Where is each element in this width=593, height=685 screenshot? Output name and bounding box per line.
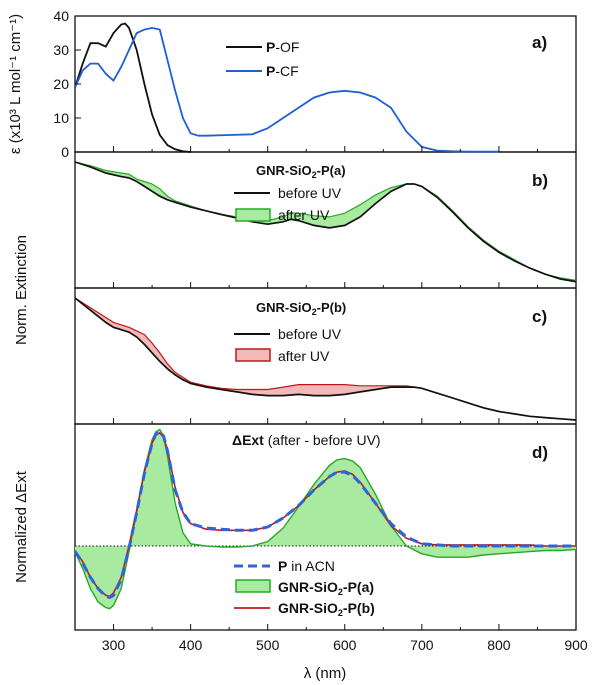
x-tick-label: 300 [102, 637, 126, 653]
panel-a-frame [74, 15, 577, 153]
y-tick-label-a: 30 [53, 42, 69, 58]
y-tick-label-a: 40 [53, 8, 69, 24]
x-tick-label: 500 [256, 637, 280, 653]
x-tick-label: 800 [487, 637, 511, 653]
x-tick-label: 600 [333, 637, 357, 653]
y-axis-label-a: ε (x10³ L mol⁻¹ cm⁻¹) [7, 14, 24, 154]
legend-pof-label: P-OF [266, 39, 299, 55]
tick-layer: 0 10 20 30 40 300 400 500 600 700 800 900 [53, 8, 587, 653]
series-line-p-of [74, 22, 191, 153]
legend-c-before-label: before UV [278, 326, 342, 342]
series-line-p-cf [74, 26, 499, 153]
legend-gb-label: GNR-SiO2-P(b) [278, 600, 375, 618]
panel-a-tag: a) [532, 33, 547, 52]
legend-ga-swatch [235, 579, 271, 593]
panel-b-tag: b) [532, 171, 548, 190]
panel-c-tag: c) [532, 307, 547, 326]
fill-layer [75, 162, 576, 609]
legend-b-before-label: before UV [278, 185, 342, 201]
after-uv-line-b [74, 161, 577, 281]
panel-d-tag: d) [532, 443, 548, 462]
y-axis-label-shared: Norm. Extinction [13, 235, 30, 345]
line-layer [73, 22, 577, 610]
after-uv-area-b [75, 162, 576, 282]
x-tick-label: 900 [564, 637, 588, 653]
legend-c-after-label: after UV [278, 348, 330, 364]
legend-b-after-swatch [235, 208, 271, 222]
x-tick-label: 400 [179, 637, 203, 653]
panel-d-frame [74, 423, 577, 631]
panel-b-title: GNR-SiO2-P(a) [256, 163, 346, 180]
legend-b-after-label: after UV [278, 207, 330, 223]
legend-pcf-label: P-CF [266, 63, 299, 79]
legend-c-after-swatch [235, 348, 271, 362]
panel-c-title: GNR-SiO2-P(b) [256, 300, 346, 317]
before-uv-line-b [74, 161, 577, 283]
before-uv-line-c [74, 297, 577, 421]
legend-pacn-label: P in ACN [278, 558, 335, 574]
y-tick-label-a: 0 [61, 144, 69, 160]
panel-d-title: ΔExt (after - before UV) [232, 432, 381, 448]
series-area-gnr-a [75, 429, 576, 609]
y-tick-label-a: 10 [53, 110, 69, 126]
x-axis-label: λ (nm) [304, 665, 347, 682]
y-axis-label-d: Normalized ΔExt [13, 470, 30, 583]
x-tick-label: 700 [410, 637, 434, 653]
y-tick-label-a: 20 [53, 76, 69, 92]
legend-ga-label: GNR-SiO2-P(a) [278, 579, 374, 597]
